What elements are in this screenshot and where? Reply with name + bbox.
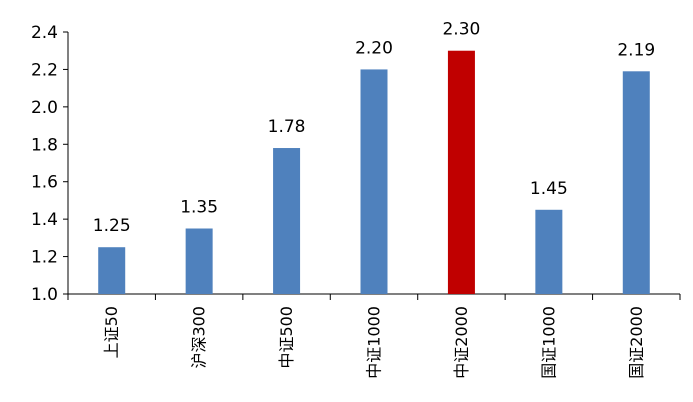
category-label-7: 国证2000 (627, 306, 646, 379)
y-tick-label: 1.8 (31, 135, 58, 155)
y-tick-label: 1.2 (31, 248, 58, 268)
category-label-4: 中证1000 (365, 306, 384, 379)
y-tick-label: 1.4 (31, 210, 58, 230)
data-label-5: 2.30 (442, 20, 480, 40)
category-label-5: 中证2000 (452, 306, 471, 379)
bar-2 (185, 228, 213, 294)
category-label-2: 沪深300 (190, 306, 209, 369)
category-label-1: 上证50 (102, 306, 121, 358)
y-tick-label: 2.4 (31, 23, 58, 43)
bar-1 (98, 247, 126, 294)
bar-4 (360, 69, 388, 294)
data-label-1: 1.25 (93, 216, 131, 236)
bars (98, 50, 650, 294)
bar-7 (622, 71, 650, 294)
category-label-3: 中证500 (277, 306, 296, 369)
y-tick-label: 1.0 (31, 285, 58, 305)
y-tick-label: 2.0 (31, 98, 58, 118)
data-label-2: 1.35 (180, 198, 218, 218)
data-labels: 1.25 1.35 1.78 2.20 2.30 1.45 2.19 (93, 20, 655, 236)
bar-5 (447, 50, 475, 294)
data-label-4: 2.20 (355, 38, 393, 58)
bar-3 (273, 148, 301, 294)
data-label-7: 2.19 (617, 40, 655, 60)
y-axis: 1.0 1.2 1.4 1.6 1.8 2.0 2.2 2.4 (31, 23, 69, 305)
category-label-6: 国证1000 (539, 306, 558, 379)
y-tick-label: 2.2 (31, 60, 58, 80)
bar-6 (535, 209, 563, 294)
data-label-6: 1.45 (530, 179, 568, 199)
data-label-3: 1.78 (268, 117, 306, 137)
category-labels: 上证50 沪深300 中证500 中证1000 中证2000 国证1000 国证2000 (102, 306, 646, 379)
x-axis (67, 293, 681, 300)
y-tick-label: 1.6 (31, 173, 58, 193)
